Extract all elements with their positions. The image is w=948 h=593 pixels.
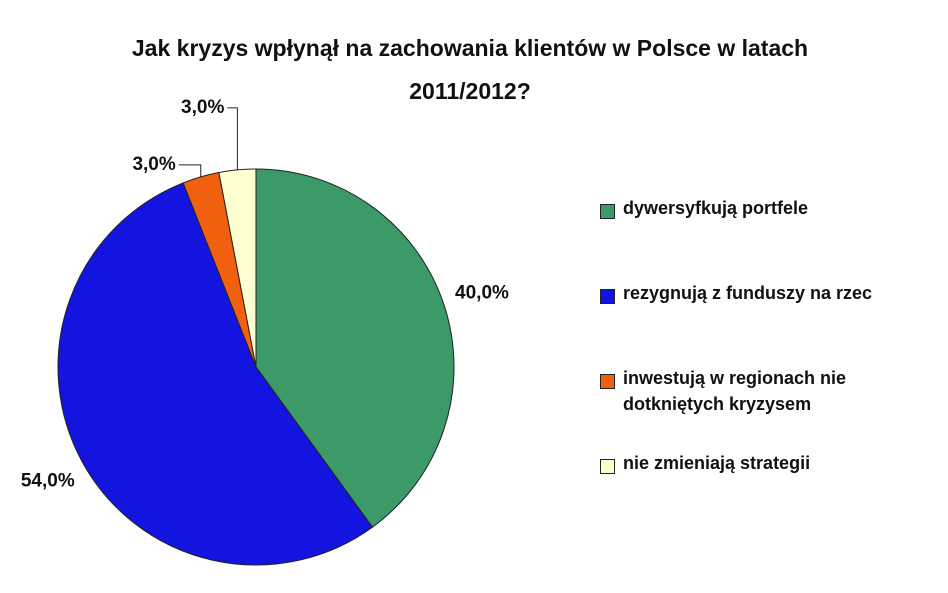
leader-line	[178, 164, 202, 177]
pie-slice	[57, 182, 374, 566]
data-label: 40,0%	[455, 283, 509, 304]
legend-swatch	[600, 374, 615, 389]
legend-label: nie zmieniają strategii	[623, 453, 811, 473]
legend-item: inwestują w regionach nie dotkniętych kr…	[600, 368, 923, 417]
legend-swatch	[600, 289, 615, 304]
legend-label: rezygnują z funduszy na rzec	[623, 283, 873, 303]
legend-swatch	[600, 459, 615, 474]
legend-item: nie zmieniają strategii	[600, 453, 923, 476]
data-label: 54,0%	[21, 470, 75, 491]
data-label: 3,0%	[132, 154, 175, 175]
chart-title: 2011/2012?	[409, 78, 531, 104]
leader-line	[227, 107, 238, 170]
legend-swatch	[600, 204, 615, 219]
legend-item: dywersyfkują portfele	[600, 200, 923, 221]
legend: dywersyfkują portfele rezygnują z fundusz…	[600, 200, 948, 490]
chart-title: Jak kryzys wpłynął na zachowania klientó…	[132, 35, 808, 61]
legend-label: dywersyfkują portfele	[623, 200, 809, 218]
data-label: 3,0%	[181, 97, 224, 118]
legend-label: inwestują w regionach nie dotkniętych kr…	[623, 368, 847, 414]
pie-slice	[255, 168, 455, 528]
legend-item: rezygnują z funduszy na rzec	[600, 283, 872, 306]
